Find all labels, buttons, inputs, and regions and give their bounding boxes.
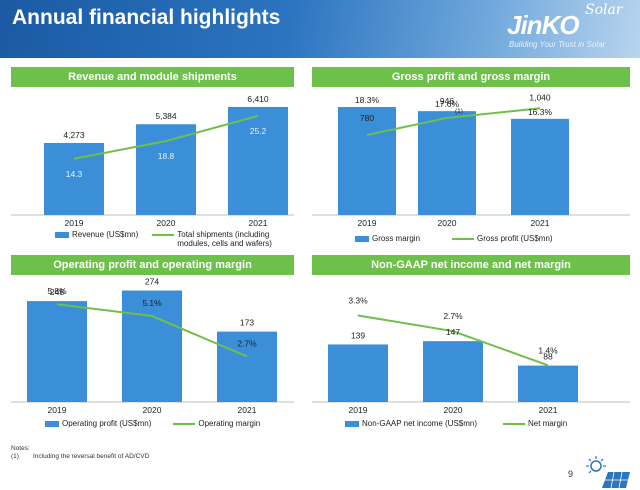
legend-item-bar: Gross margin — [355, 234, 420, 243]
panel-title-gross: Gross profit and gross margin — [312, 67, 630, 87]
line-label-2021: 1,040 — [529, 92, 551, 102]
line-label-2019: 14.3 — [66, 169, 83, 179]
legend-item-line: Total shipments (including modules, cell… — [152, 230, 289, 248]
legend-bar-label: Non-GAAP net income (US$mn) — [362, 419, 478, 428]
logo-tagline: Building Your Trust in Solar — [509, 40, 606, 49]
legend-bar-label: Revenue (US$mn) — [72, 230, 139, 239]
bar-2019 — [328, 344, 388, 402]
legend-bar-label: Operating profit (US$mn) — [62, 419, 152, 428]
bar-2021 — [511, 118, 569, 215]
x-tick-2021: 2021 — [539, 405, 558, 415]
x-tick-2020: 2020 — [143, 405, 162, 415]
legend-item-bar: Non-GAAP net income (US$mn) — [345, 419, 477, 428]
revenue-chart: 4,273 5,384 6,410 14.3 18.8 25.2 2019 2020 2021 — [11, 94, 294, 228]
bar-label-2020: 147 — [446, 327, 460, 337]
bar-label-2021: 173 — [240, 318, 254, 328]
annotation-2020: (1) — [455, 108, 463, 115]
bar-label-2020: 5,384 — [155, 111, 177, 121]
panel-title-netincome: Non-GAAP net income and net margin — [312, 255, 630, 275]
x-tick-2021: 2021 — [238, 405, 257, 415]
note-1-text: Including the reversal benefit of AD/CVD — [32, 453, 150, 460]
legend-bar-swatch — [55, 231, 69, 238]
legend-operating: Operating profit (US$mn) Operating margi… — [45, 419, 260, 428]
x-tick-2019: 2019 — [358, 218, 377, 228]
legend-revenue: Revenue (US$mn) Total shipments (includi… — [55, 230, 295, 248]
x-tick-2019: 2019 — [65, 218, 84, 228]
legend-line-swatch — [503, 422, 526, 425]
bar-2020 — [122, 290, 182, 402]
line-label-2021: 25.2 — [250, 126, 267, 136]
legend-line-swatch — [173, 422, 196, 425]
legend-bar-swatch — [345, 420, 359, 427]
notes-heading: Notes: — [11, 445, 30, 452]
line-label-2020: 2.7% — [443, 311, 463, 321]
line-label-2020: 18.8 — [158, 151, 175, 161]
legend-bar-swatch — [45, 420, 59, 427]
legend-bar-swatch — [355, 235, 369, 242]
line-label-2021: 1.4% — [538, 345, 558, 355]
legend-item-bar: Revenue (US$mn) — [55, 230, 138, 239]
bar-2021 — [217, 331, 277, 402]
bar-label-2019: 18.3% — [355, 95, 380, 105]
x-tick-2019: 2019 — [349, 405, 368, 415]
bar-2019 — [27, 301, 87, 402]
gross-profit-chart: 18.3% 17.6% 16.3% 780 946 1,040 (1) 2019 2020 202… — [312, 92, 630, 228]
page-title: Annual financial highlights — [12, 6, 281, 29]
panel-title-operating: Operating profit and operating margin — [11, 255, 294, 275]
legend-line-swatch — [152, 234, 175, 236]
legend-item-line: Net margin — [503, 419, 567, 428]
header-banner: Annual financial highlights JinKO Solar … — [0, 0, 640, 58]
legend-item-line: Operating margin — [173, 419, 260, 428]
bar-2019 — [338, 107, 396, 215]
jinko-logo: JinKO Solar Building Your Trust in Solar — [505, 2, 635, 54]
bar-2021 — [518, 365, 578, 402]
x-tick-2020: 2020 — [157, 218, 176, 228]
page-number: 9 — [568, 469, 574, 479]
x-tick-2021: 2021 — [531, 218, 550, 228]
bar-label-2021: 6,410 — [247, 94, 269, 104]
bar-label-2020: 274 — [145, 277, 159, 287]
legend-line-label: Net margin — [528, 419, 568, 428]
x-tick-2021: 2021 — [249, 218, 268, 228]
bar-2020 — [423, 341, 483, 402]
legend-bar-label: Gross margin — [372, 234, 421, 243]
operating-profit-chart: 248 274 173 5.8% 5.1% 2.7% 2019 2020 2021 — [11, 277, 294, 415]
bar-2020 — [418, 111, 476, 215]
logo-brand: JinKO — [507, 10, 580, 40]
legend-line-label: Gross profit (US$mn) — [477, 234, 553, 243]
x-tick-2020: 2020 — [444, 405, 463, 415]
net-income-chart: 139 147 88 3.3% 2.7% 1.4% 2019 2020 2021 — [312, 295, 630, 415]
line-label-2020: 5.1% — [142, 298, 162, 308]
bar-label-2020: 17.6% — [435, 99, 460, 109]
legend-netincome: Non-GAAP net income (US$mn) Net margin — [345, 419, 567, 428]
line-label-2020: 946 — [440, 96, 454, 106]
panel-title-revenue: Revenue and module shipments — [11, 67, 294, 87]
note-1-marker: (1) — [11, 453, 19, 460]
line-label-2021: 2.7% — [237, 338, 257, 348]
bar-2020 — [136, 124, 196, 215]
legend-item-bar: Operating profit (US$mn) — [45, 419, 151, 428]
footnotes: Notes: (1) Including the reversal benefit… — [11, 445, 149, 461]
logo-solar: Solar — [585, 2, 623, 18]
bar-label-2019: 4,273 — [63, 130, 85, 140]
bar-label-2021: 88 — [543, 352, 553, 362]
legend-line-swatch — [452, 237, 475, 240]
bar-label-2019: 248 — [50, 287, 64, 297]
solar-panel-icon — [586, 456, 630, 489]
line-label-2019: 780 — [360, 113, 374, 123]
legend-item-line: Gross profit (US$mn) — [452, 234, 553, 243]
bar-2021 — [228, 106, 288, 215]
legend-gross: Gross margin Gross profit (US$mn) — [355, 234, 553, 243]
line-label-2019: 5.8% — [47, 286, 67, 296]
x-tick-2019: 2019 — [48, 405, 67, 415]
note-1: (1) Including the reversal benefit of AD/… — [11, 453, 149, 461]
line-label-2019: 3.3% — [348, 295, 368, 305]
legend-line-label: Operating margin — [198, 419, 261, 428]
bar-label-2021: 16.3% — [528, 107, 553, 117]
bar-label-2019: 139 — [351, 330, 365, 340]
x-tick-2020: 2020 — [438, 218, 457, 228]
legend-line-label: Total shipments (including modules, cell… — [177, 230, 272, 248]
